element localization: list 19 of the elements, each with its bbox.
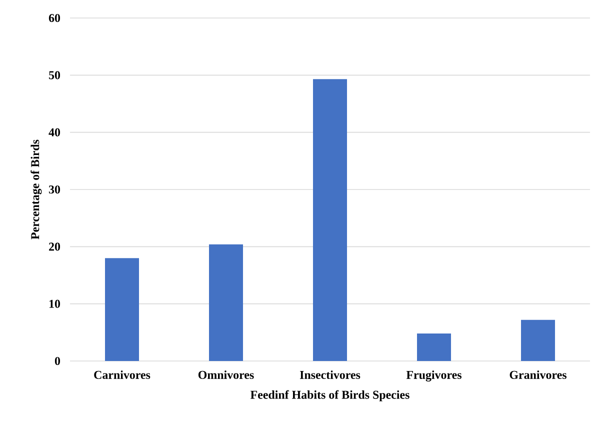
y-tick-label: 40 <box>48 128 60 136</box>
bar <box>313 79 348 361</box>
x-tick-label: Omnivores <box>198 370 254 379</box>
x-tick-label: Insectivores <box>300 370 360 379</box>
bar <box>209 244 244 361</box>
x-axis-title: Feedinf Habits of Birds Species <box>250 390 410 402</box>
bar <box>417 334 452 361</box>
x-tick-label: Granivores <box>510 370 566 379</box>
y-tick-label: 30 <box>48 185 60 194</box>
y-tick-label: 20 <box>49 242 60 251</box>
y-tick-label: 50 <box>49 71 60 80</box>
y-axis-title: Percentage of Birds <box>30 140 42 240</box>
y-tick-label: 60 <box>48 14 60 22</box>
y-tick-label: 0 <box>54 356 60 366</box>
x-tick-label: Carnivores <box>94 370 150 379</box>
y-tick-label: 10 <box>49 300 60 308</box>
bar <box>521 320 556 361</box>
x-tick-label: Frugivores <box>406 370 462 382</box>
bar <box>105 258 139 361</box>
